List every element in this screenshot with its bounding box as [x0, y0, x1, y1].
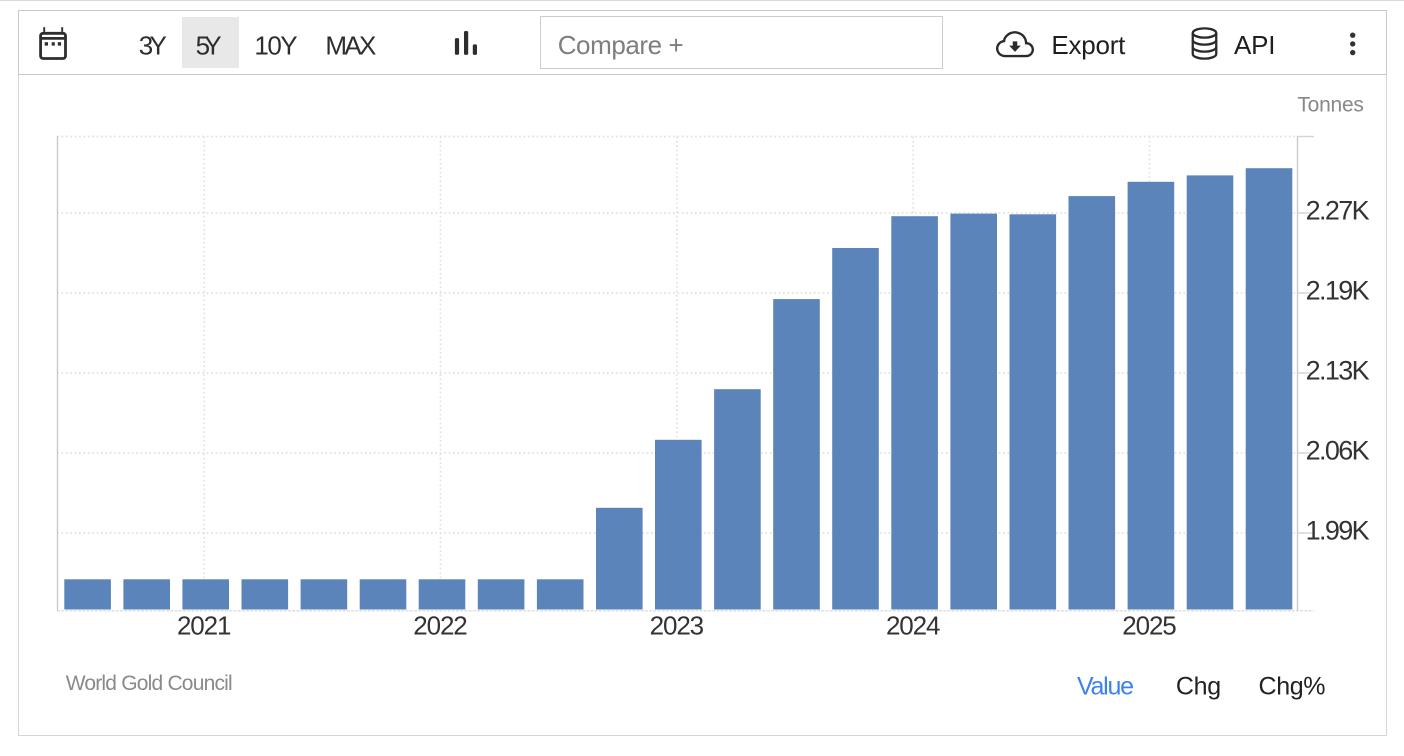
svg-text:2.13K: 2.13K: [1306, 356, 1370, 386]
svg-text:Chg: Chg: [1176, 673, 1221, 701]
svg-text:2022: 2022: [413, 610, 468, 640]
svg-text:2021: 2021: [177, 610, 232, 640]
svg-text:World Gold Council: World Gold Council: [66, 672, 233, 695]
svg-text:2.19K: 2.19K: [1306, 276, 1370, 306]
svg-text:Chg%: Chg%: [1259, 673, 1326, 701]
svg-text:5Y: 5Y: [196, 31, 222, 61]
svg-text:2.06K: 2.06K: [1306, 436, 1370, 466]
svg-text:2024: 2024: [886, 610, 941, 640]
svg-text:2.27K: 2.27K: [1306, 196, 1370, 226]
svg-text:Export: Export: [1051, 30, 1126, 60]
svg-text:10Y: 10Y: [254, 31, 297, 61]
svg-text:MAX: MAX: [325, 31, 376, 61]
svg-text:3Y: 3Y: [139, 31, 167, 61]
svg-text:Value: Value: [1077, 673, 1134, 701]
svg-text:1.99K: 1.99K: [1306, 516, 1370, 546]
svg-text:2025: 2025: [1122, 610, 1177, 640]
svg-text:2023: 2023: [650, 610, 705, 640]
svg-text:Compare +: Compare +: [558, 30, 684, 60]
svg-text:API: API: [1234, 30, 1276, 60]
svg-text:Tonnes: Tonnes: [1297, 94, 1364, 117]
